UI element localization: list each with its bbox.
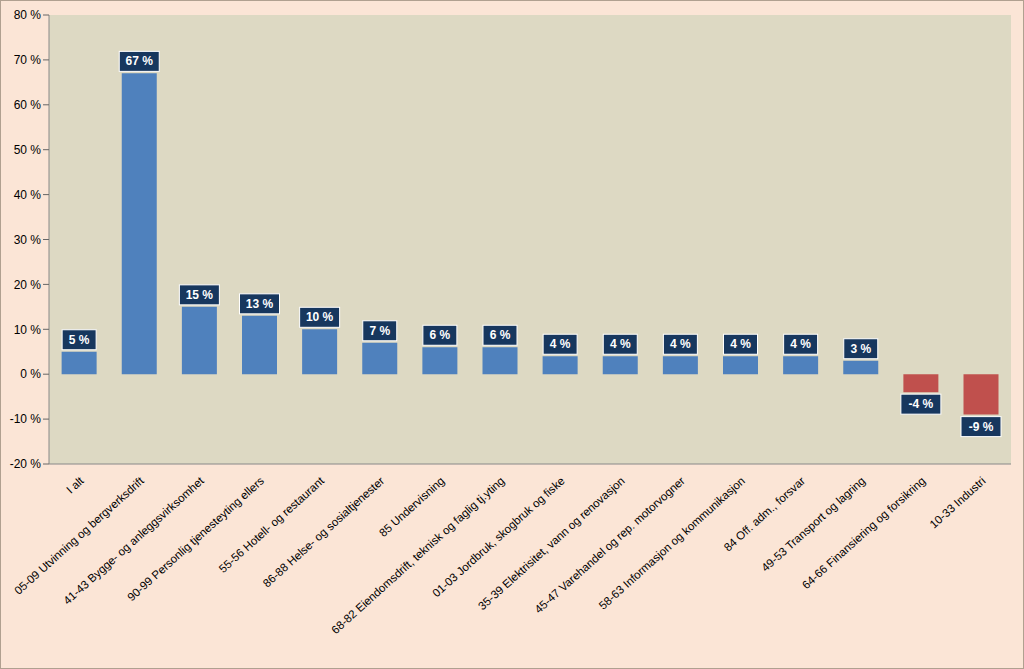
svg-text:05-09 Utvinning og bergverksdr: 05-09 Utvinning og bergverksdrift	[12, 474, 147, 597]
svg-text:45-47 Varehandel og rep. motor: 45-47 Varehandel og rep. motorvogner	[532, 474, 687, 616]
svg-text:90-99 Personlig tjenesteyting: 90-99 Personlig tjenesteyting ellers	[125, 474, 266, 603]
svg-text:60 %: 60 %	[14, 98, 42, 112]
svg-text:55-56 Hotell- og restaurant: 55-56 Hotell- og restaurant	[217, 474, 327, 575]
svg-text:4 %: 4 %	[610, 337, 631, 351]
svg-text:7 %: 7 %	[369, 324, 390, 338]
svg-text:20 %: 20 %	[14, 278, 42, 292]
svg-text:4 %: 4 %	[550, 337, 571, 351]
svg-text:I alt: I alt	[64, 474, 86, 496]
svg-text:4 %: 4 %	[790, 337, 811, 351]
svg-text:86-88 Helse- og sosialtjeneste: 86-88 Helse- og sosialtjenester	[261, 474, 387, 589]
svg-text:68-82 Eiendomsdrift, teknisk o: 68-82 Eiendomsdrift, teknisk og faglig t…	[329, 474, 507, 637]
svg-text:80 %: 80 %	[14, 8, 42, 22]
svg-text:58-63 Informasjon og kommunika: 58-63 Informasjon og kommunikasjon	[596, 474, 748, 612]
svg-text:-4 %: -4 %	[909, 397, 934, 411]
svg-text:13 %: 13 %	[246, 297, 274, 311]
svg-text:10 %: 10 %	[306, 310, 334, 324]
svg-text:67 %: 67 %	[126, 54, 154, 68]
svg-text:64-66 Finansiering og forsikri: 64-66 Finansiering og forsikring	[800, 475, 928, 592]
svg-text:84 Off. adm., forsvar: 84 Off. adm., forsvar	[721, 474, 808, 554]
svg-text:10-33 Industri: 10-33 Industri	[927, 475, 987, 531]
svg-text:01-03 Jordbruk, skogbruk og fi: 01-03 Jordbruk, skogbruk og fiske	[430, 475, 567, 600]
svg-text:41-43 Bygge- og anleggsvirksom: 41-43 Bygge- og anleggsvirksomhet	[61, 474, 206, 607]
svg-text:-20 %: -20 %	[10, 457, 42, 471]
svg-text:4 %: 4 %	[670, 337, 691, 351]
svg-text:49-53 Transport og lagring: 49-53 Transport og lagring	[759, 475, 867, 574]
svg-text:30 %: 30 %	[14, 233, 42, 247]
svg-text:3 %: 3 %	[850, 342, 871, 356]
svg-text:-9 %: -9 %	[969, 420, 994, 434]
svg-text:10 %: 10 %	[14, 323, 42, 337]
svg-text:6 %: 6 %	[430, 328, 451, 342]
svg-text:40 %: 40 %	[14, 188, 42, 202]
svg-text:-10 %: -10 %	[10, 412, 42, 426]
svg-text:85 Undervisning: 85 Undervisning	[377, 475, 447, 540]
svg-text:15 %: 15 %	[186, 288, 214, 302]
svg-text:6 %: 6 %	[490, 328, 511, 342]
svg-text:4 %: 4 %	[730, 337, 751, 351]
svg-text:50 %: 50 %	[14, 143, 42, 157]
svg-text:0 %: 0 %	[20, 367, 41, 381]
svg-text:35-39 Elektrisitet, vann og re: 35-39 Elektrisitet, vann og renovasjon	[475, 474, 627, 613]
svg-text:5 %: 5 %	[69, 333, 90, 347]
svg-text:70 %: 70 %	[14, 53, 42, 67]
